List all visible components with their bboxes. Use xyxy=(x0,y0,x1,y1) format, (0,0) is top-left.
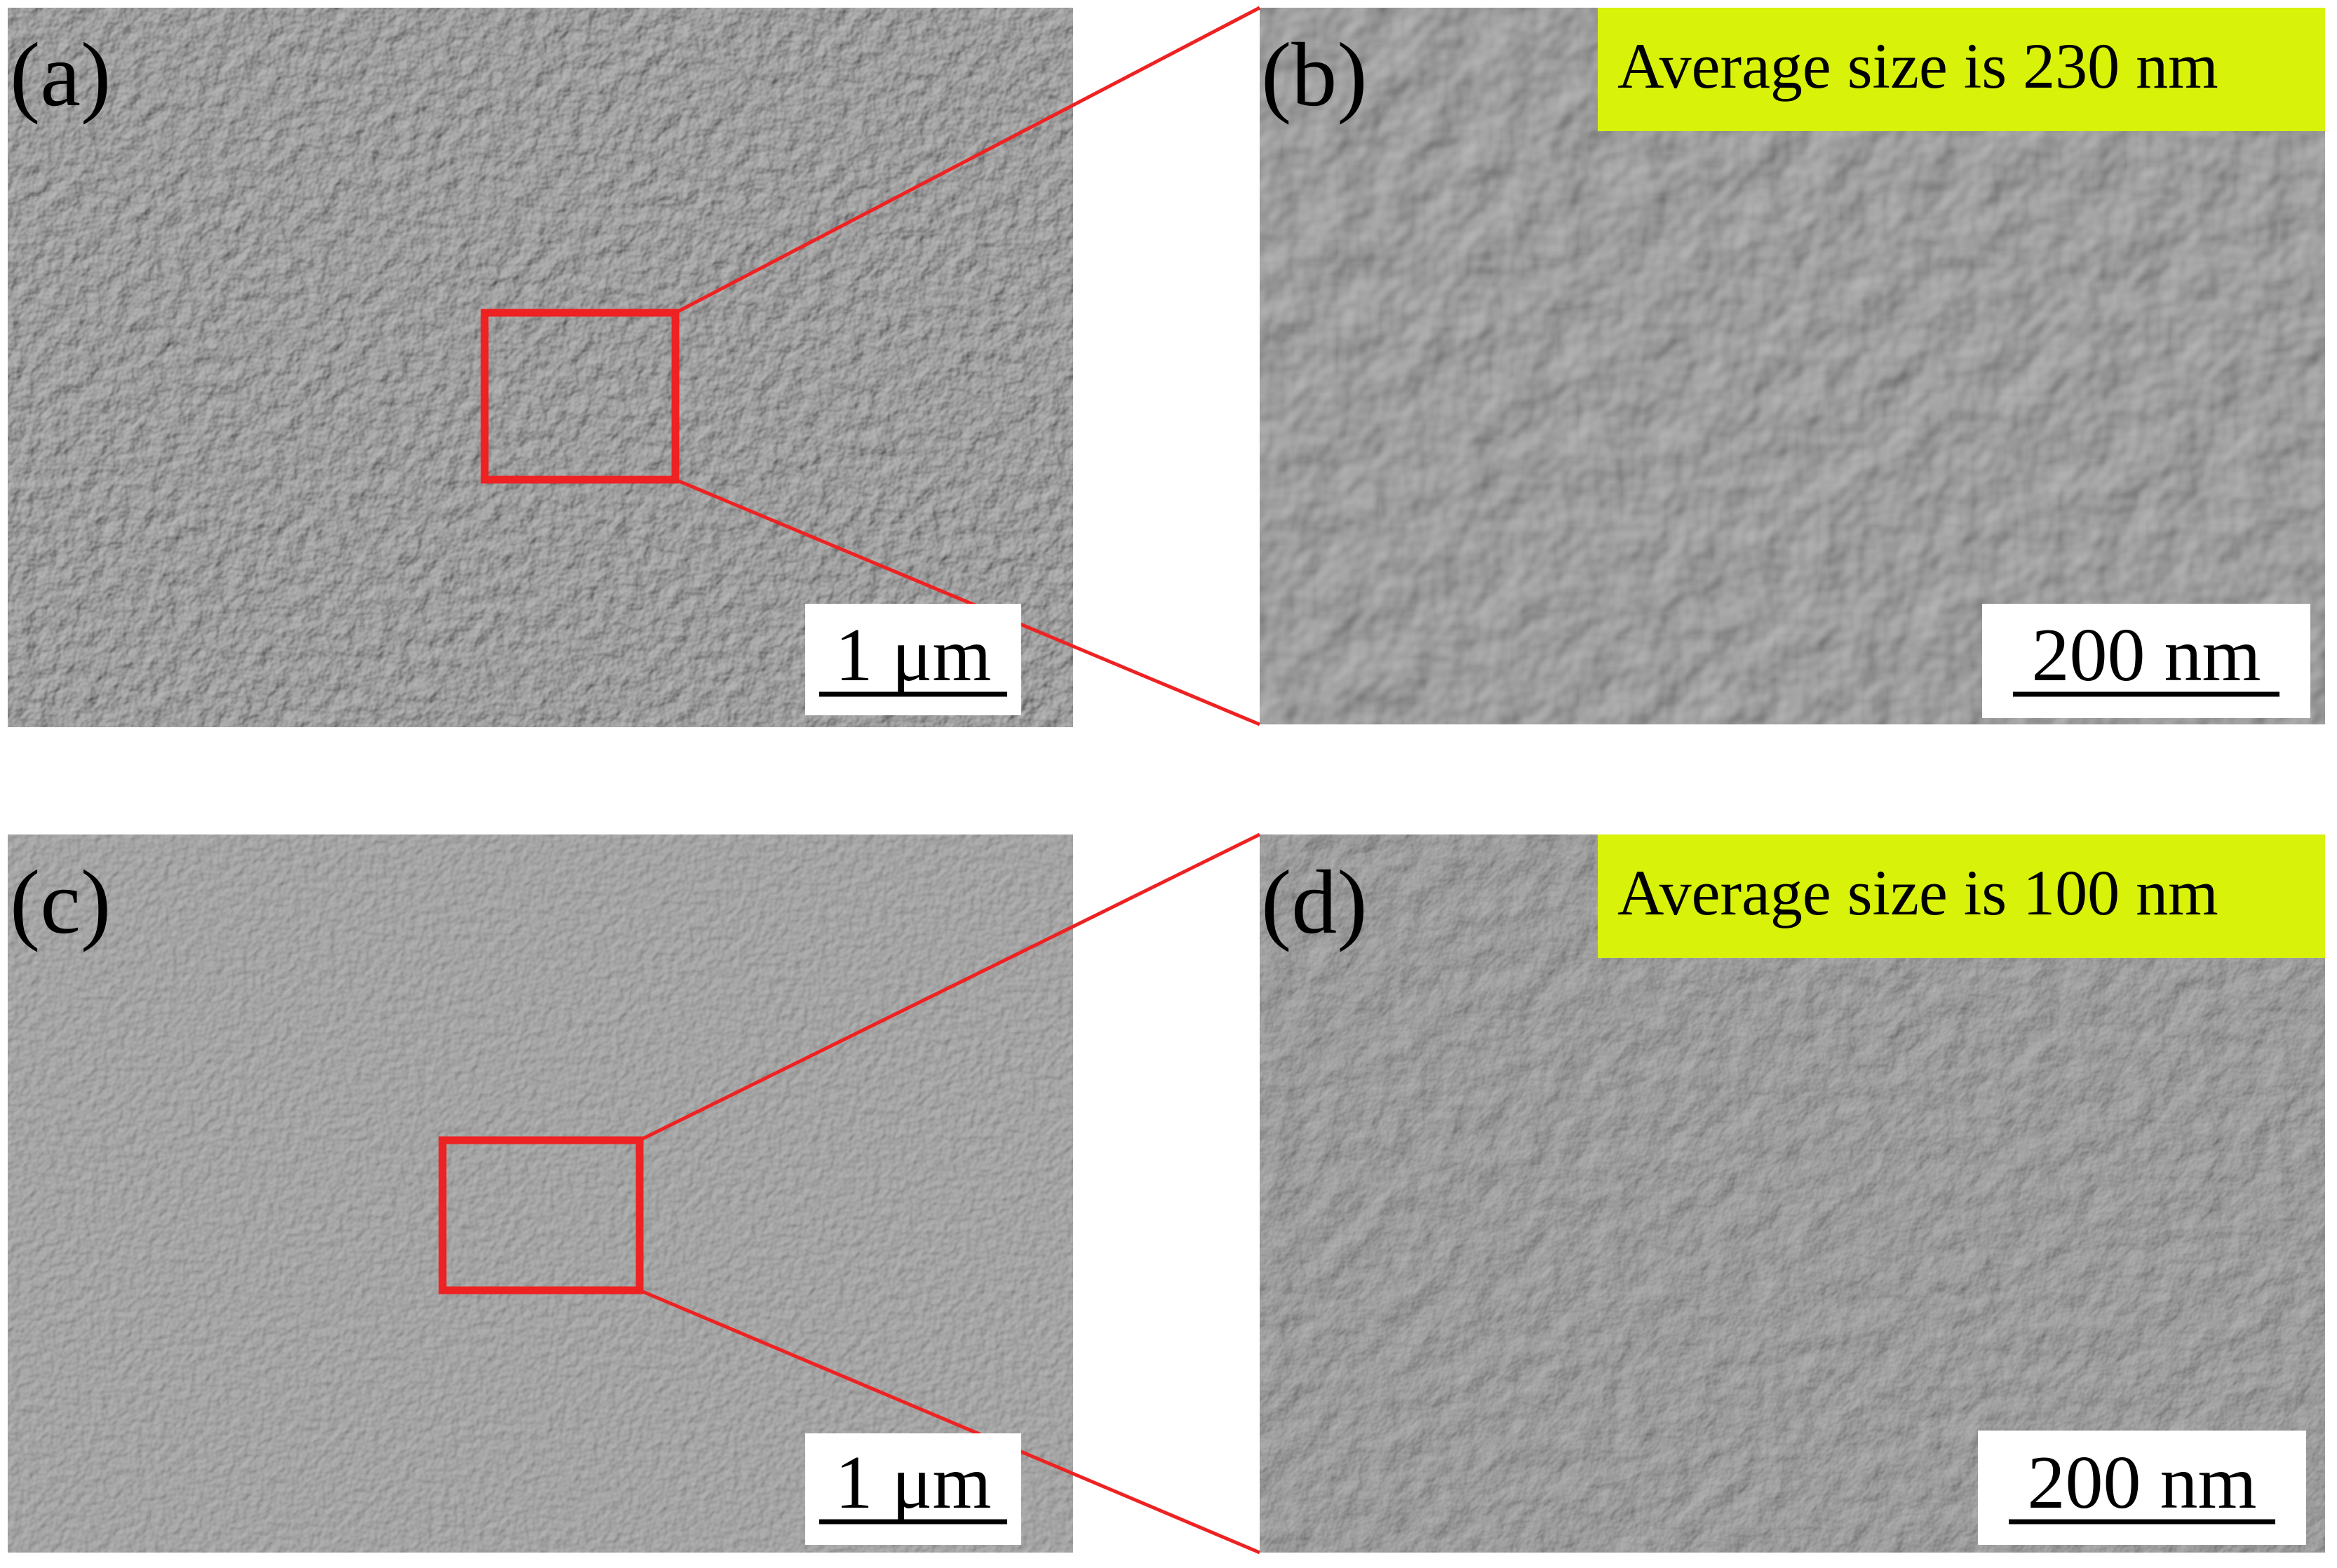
scale-bar-box xyxy=(1978,1431,2306,1545)
annotation-box xyxy=(1598,8,2325,131)
zoom-box xyxy=(480,309,680,484)
scale-bar-box xyxy=(805,1433,1021,1545)
zoom-box xyxy=(438,1136,644,1295)
scale-bar-label: 1 μm xyxy=(835,614,992,697)
zoom-line xyxy=(638,832,1261,1142)
zoom-line xyxy=(675,478,1260,726)
zoom-line xyxy=(639,1288,1260,1555)
sem-image-c xyxy=(8,834,1073,1553)
scale-bar-label: 200 nm xyxy=(2031,614,2261,697)
scale-bar-label: 200 nm xyxy=(2027,1441,2256,1525)
panel-label: (a) xyxy=(10,25,111,126)
annotation: Average size is 100 nm xyxy=(1617,857,2218,928)
scale-bar-box xyxy=(1982,604,2310,718)
panel-label: (b) xyxy=(1261,25,1368,126)
zoom-line xyxy=(674,6,1261,315)
annotation: Average size is 230 nm xyxy=(1617,30,2218,102)
annotation-box xyxy=(1598,834,2325,958)
panel-label: (d) xyxy=(1261,852,1368,953)
scale-bar-label: 1 μm xyxy=(835,1441,992,1525)
panel-label: (c) xyxy=(10,852,111,953)
